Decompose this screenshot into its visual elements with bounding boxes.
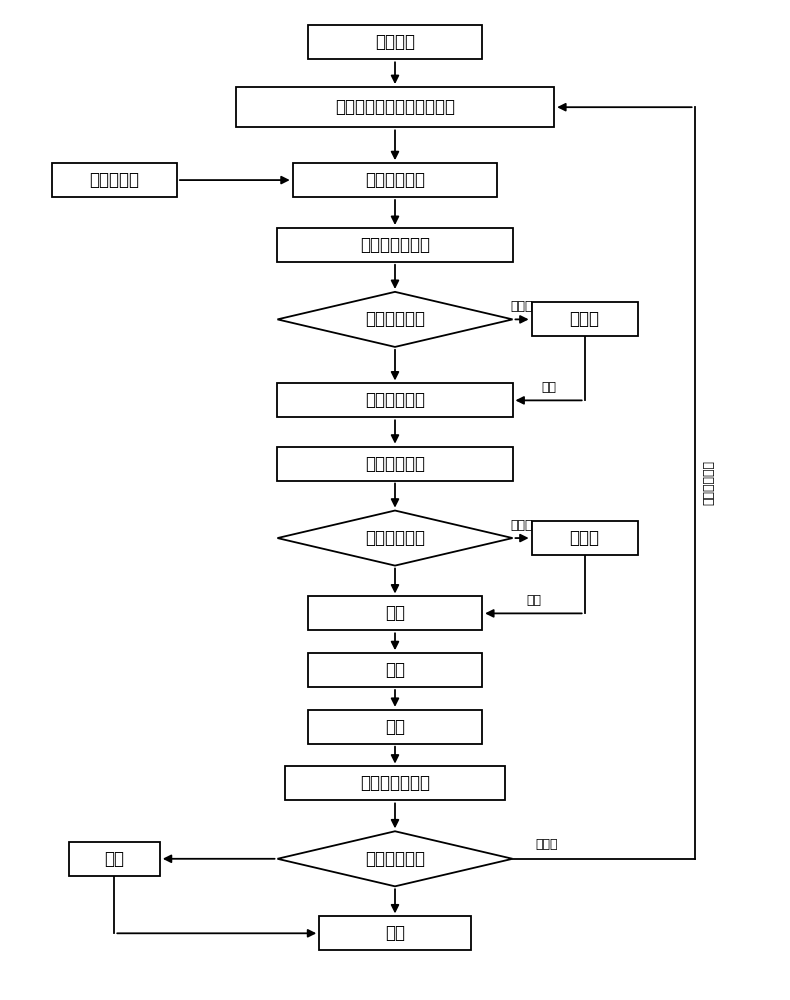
Text: 调整爆破参数: 调整爆破参数 — [702, 460, 715, 505]
Text: 钻孔作业、清理: 钻孔作业、清理 — [360, 236, 430, 254]
Text: 凿岩台车就位: 凿岩台车就位 — [365, 171, 425, 189]
Text: 水、电准备: 水、电准备 — [89, 171, 139, 189]
Text: 不合格: 不合格 — [536, 838, 558, 851]
FancyBboxPatch shape — [308, 596, 482, 630]
Text: 合格: 合格 — [541, 381, 556, 394]
FancyBboxPatch shape — [277, 383, 513, 417]
Text: 施工准备: 施工准备 — [375, 33, 415, 51]
Text: 出渣: 出渣 — [385, 718, 405, 736]
Text: 不合格: 不合格 — [511, 519, 533, 532]
Text: 再挖: 再挖 — [104, 850, 124, 868]
Text: 连接引爆网路: 连接引爆网路 — [365, 455, 425, 473]
FancyBboxPatch shape — [285, 766, 505, 800]
Polygon shape — [277, 292, 513, 347]
Text: 不合格: 不合格 — [511, 300, 533, 313]
Polygon shape — [277, 511, 513, 566]
Text: 结束: 结束 — [385, 924, 405, 942]
FancyBboxPatch shape — [532, 521, 638, 555]
FancyBboxPatch shape — [532, 302, 638, 336]
FancyBboxPatch shape — [308, 653, 482, 687]
Text: 再连接: 再连接 — [570, 529, 600, 547]
Text: 检查钻孔质量: 检查钻孔质量 — [365, 310, 425, 328]
Text: 装药连接雷管: 装药连接雷管 — [365, 391, 425, 409]
FancyBboxPatch shape — [308, 710, 482, 744]
Text: 布置开挖轮廓线和爆破炮眼: 布置开挖轮廓线和爆破炮眼 — [335, 98, 455, 116]
Text: 再钻孔: 再钻孔 — [570, 310, 600, 328]
FancyBboxPatch shape — [319, 916, 471, 950]
FancyBboxPatch shape — [277, 228, 513, 262]
Text: 开挖质量检查: 开挖质量检查 — [365, 850, 425, 868]
Text: 通风: 通风 — [385, 661, 405, 679]
Polygon shape — [277, 831, 513, 886]
FancyBboxPatch shape — [277, 447, 513, 481]
FancyBboxPatch shape — [52, 163, 177, 197]
FancyBboxPatch shape — [308, 25, 482, 59]
Text: 清理开挖面危石: 清理开挖面危石 — [360, 774, 430, 792]
FancyBboxPatch shape — [292, 163, 498, 197]
Text: 引爆: 引爆 — [385, 604, 405, 622]
FancyBboxPatch shape — [69, 842, 160, 876]
Text: 合格: 合格 — [526, 594, 541, 607]
Text: 检查起爆网路: 检查起爆网路 — [365, 529, 425, 547]
FancyBboxPatch shape — [235, 87, 555, 127]
